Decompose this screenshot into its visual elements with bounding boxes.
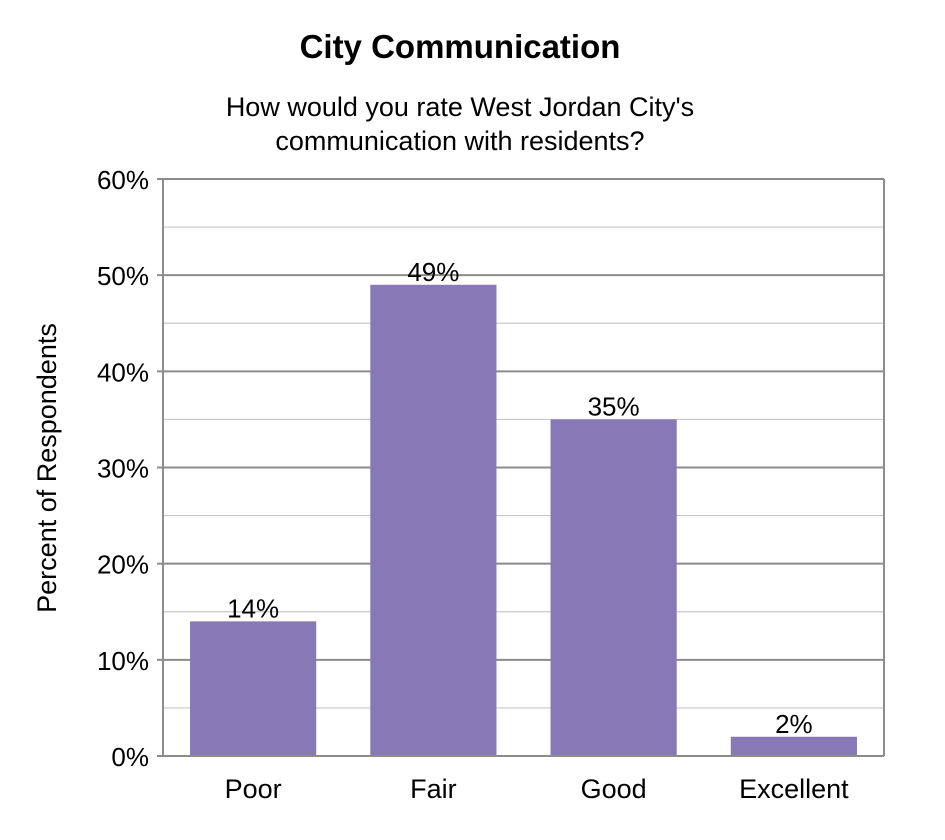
x-tick-label: Poor — [225, 774, 282, 804]
chart-subtitle-line-2: communication with residents? — [275, 126, 645, 156]
bar — [730, 736, 857, 756]
y-tick-label: 30% — [97, 454, 149, 484]
bar — [370, 284, 497, 756]
data-label: 49% — [407, 257, 459, 287]
chart-subtitle: How would you rate West Jordan City's co… — [0, 90, 920, 158]
y-tick-label: 40% — [97, 357, 149, 387]
data-label: 35% — [588, 391, 640, 421]
y-tick-label: 20% — [97, 550, 149, 580]
data-label: 14% — [227, 593, 279, 623]
chart-title: City Communication — [299, 28, 621, 65]
bar — [550, 419, 677, 756]
y-tick-label: 50% — [97, 261, 149, 291]
y-axis-label: Percent of Respondents — [32, 323, 62, 613]
x-tick-label: Excellent — [739, 774, 849, 804]
data-label: 2% — [775, 709, 813, 739]
bar — [190, 621, 317, 756]
x-tick-label: Fair — [410, 774, 457, 804]
x-tick-label: Good — [581, 774, 647, 804]
y-tick-label: 0% — [111, 742, 149, 772]
y-tick-label: 60% — [97, 165, 149, 195]
chart-subtitle-line-1: How would you rate West Jordan City's — [225, 92, 695, 122]
y-tick-label: 10% — [97, 646, 149, 676]
